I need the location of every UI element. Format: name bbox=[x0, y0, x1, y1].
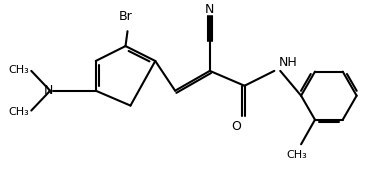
Text: N: N bbox=[44, 84, 53, 97]
Text: Br: Br bbox=[119, 10, 132, 23]
Text: N: N bbox=[205, 3, 215, 16]
Text: O: O bbox=[232, 121, 242, 134]
Text: CH₃: CH₃ bbox=[9, 107, 29, 117]
Text: NH: NH bbox=[278, 56, 297, 69]
Text: CH₃: CH₃ bbox=[9, 65, 29, 75]
Text: CH₃: CH₃ bbox=[287, 150, 307, 160]
